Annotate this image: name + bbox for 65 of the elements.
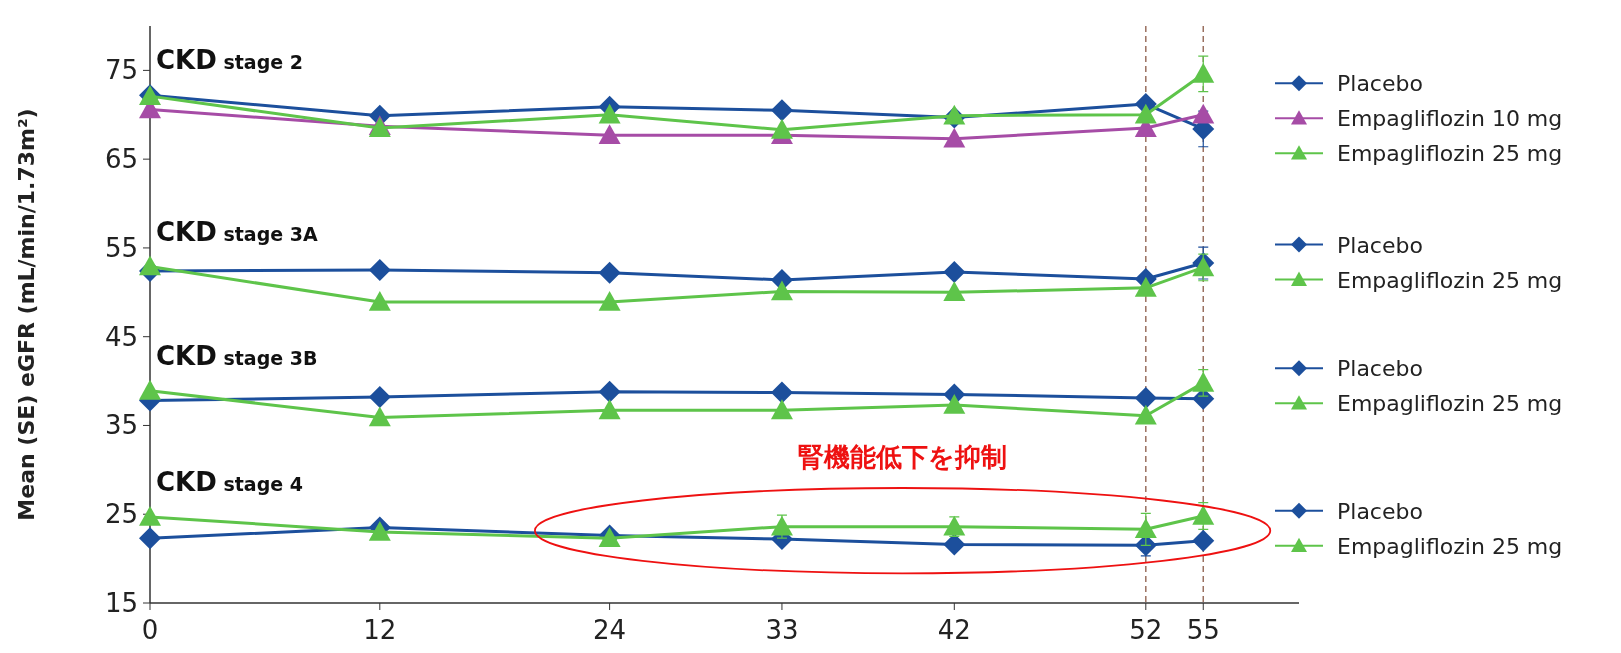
- point: [1134, 276, 1157, 297]
- point: [598, 124, 621, 144]
- x-tick-label: 52: [1129, 615, 1163, 645]
- point: [368, 291, 391, 311]
- point: [1134, 103, 1157, 124]
- point: [770, 118, 793, 139]
- x-tick-label: 12: [363, 615, 397, 645]
- point: [770, 280, 793, 301]
- point: [139, 255, 161, 276]
- x-tick-label: 55: [1186, 615, 1220, 645]
- point: [770, 99, 793, 122]
- legend-label: Empagliflozin 25 mg: [1337, 533, 1563, 559]
- legend-label: Placebo: [1337, 232, 1423, 258]
- point: [598, 399, 621, 420]
- point: [770, 515, 793, 536]
- point: [770, 381, 793, 404]
- legend-label: Empagliflozin 25 mg: [1337, 141, 1563, 167]
- annotation: CKD stage 3B: [156, 340, 318, 371]
- point: [598, 261, 621, 284]
- point: [368, 406, 391, 427]
- y-tick-label: 65: [104, 144, 138, 175]
- y-tick-label: 45: [104, 321, 138, 352]
- y-tick-label: 55: [104, 232, 138, 263]
- annotation: CKD stage 2: [156, 45, 303, 76]
- x-tick-label: 0: [141, 615, 159, 645]
- point: [1134, 518, 1157, 539]
- point: [1192, 529, 1215, 552]
- point: [1134, 404, 1157, 425]
- point: [368, 386, 391, 409]
- point: [1192, 62, 1215, 83]
- point: [943, 515, 966, 536]
- point: [598, 103, 621, 124]
- legend-label: Placebo: [1337, 71, 1423, 97]
- point: [1192, 103, 1215, 124]
- point: [943, 281, 966, 302]
- point: [1134, 386, 1157, 409]
- point: [368, 259, 391, 282]
- point: [1192, 371, 1215, 392]
- legend-label: Placebo: [1337, 356, 1423, 382]
- point: [943, 394, 966, 414]
- point: [943, 260, 966, 283]
- annotation: CKD stage 3A: [156, 216, 318, 247]
- x-tick-label: 24: [593, 615, 627, 645]
- point: [139, 379, 161, 400]
- y-tick-label: 75: [104, 55, 138, 86]
- x-tick-label: 33: [765, 615, 799, 645]
- y-axis-title: Mean (SE) eGFR (mL/min/1.73m²): [14, 108, 39, 521]
- point: [1192, 505, 1215, 525]
- annotation: 腎機能低下を抑制: [798, 442, 1008, 473]
- legend-label: Placebo: [1337, 498, 1423, 524]
- legend-label: Empagliflozin 25 mg: [1337, 267, 1563, 293]
- y-tick-label: 25: [104, 499, 138, 530]
- point: [770, 399, 793, 420]
- point: [943, 127, 966, 148]
- point: [139, 527, 161, 550]
- y-tick-label: 35: [104, 410, 138, 441]
- x-tick-label: 42: [937, 615, 971, 645]
- point: [598, 291, 621, 311]
- y-tick-label: 15: [104, 588, 138, 618]
- legend-label: Empagliflozin 25 mg: [1337, 391, 1563, 417]
- point: [943, 533, 966, 556]
- annotation: CKD stage 4: [156, 466, 303, 497]
- point: [598, 380, 621, 403]
- legend-label: Empagliflozin 10 mg: [1337, 106, 1563, 132]
- point: [139, 505, 161, 526]
